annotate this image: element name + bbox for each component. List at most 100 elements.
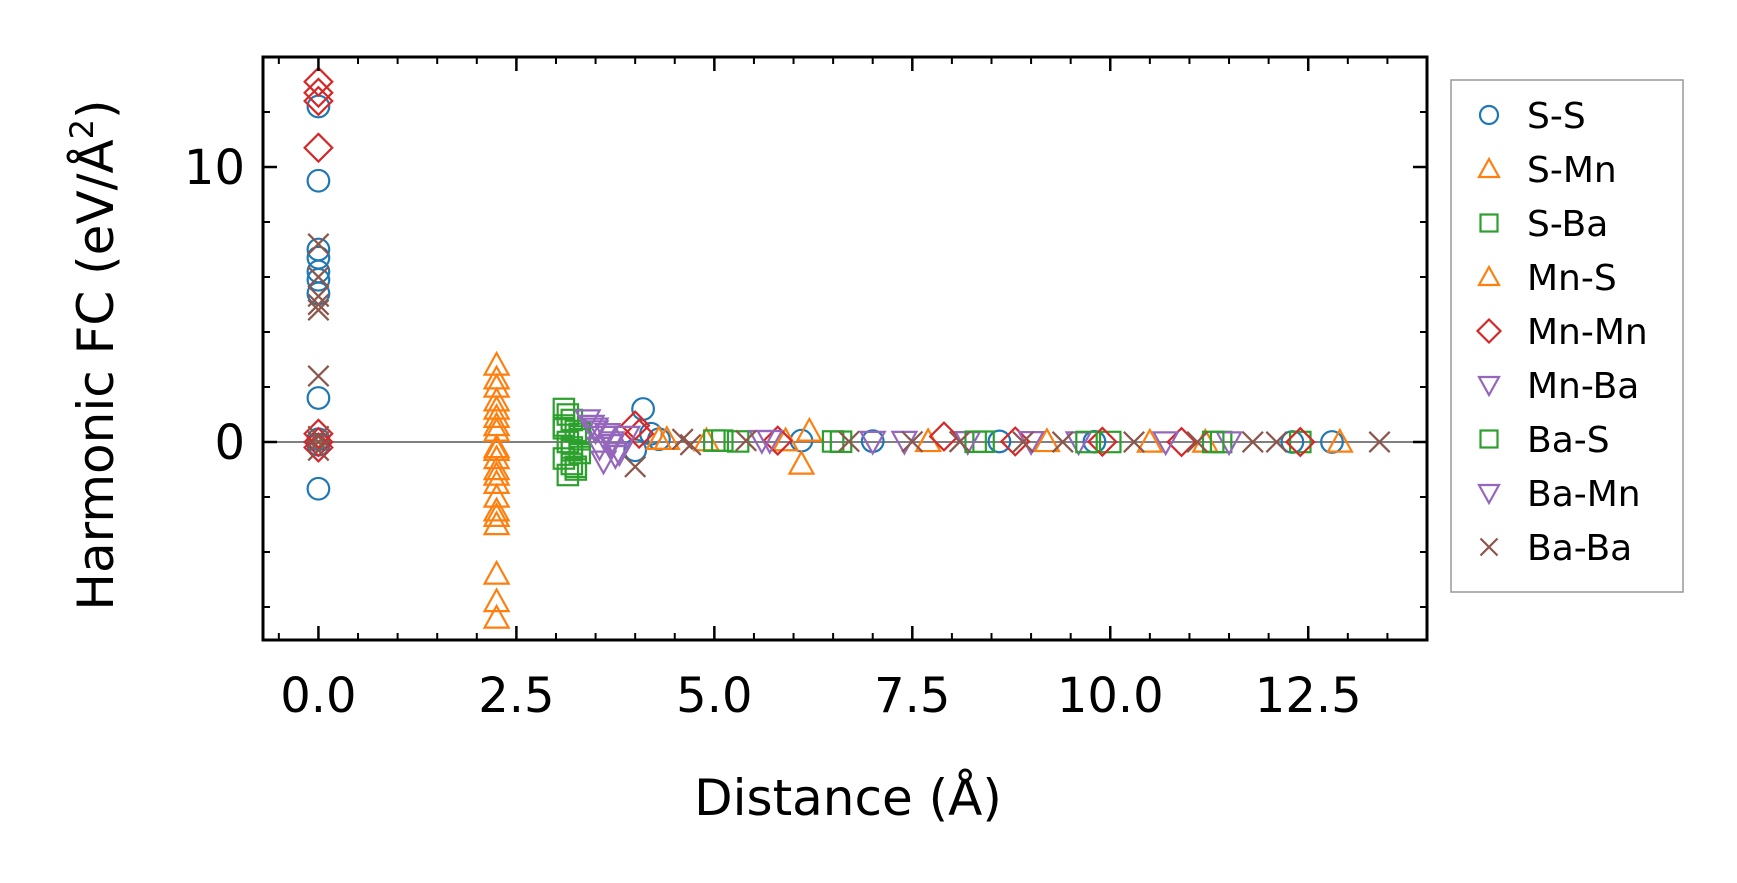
point-ba-ba — [735, 429, 757, 452]
point-s-s — [306, 267, 331, 292]
point-s-mn — [482, 402, 511, 428]
point-s-mn — [482, 482, 511, 508]
point-mn-s — [652, 424, 681, 450]
point-ba-mn — [593, 423, 622, 449]
legend-label-s-ba: S-Ba — [1527, 204, 1608, 245]
point-mn-mn — [619, 410, 651, 441]
point-mn-mn — [623, 418, 655, 450]
legend: S-S S-Mn S-Ba Mn-S Mn-Mn Mn-Ba Ba-S Ba-Mn Ba-Ba — [1450, 79, 1684, 593]
point-mn-mn — [303, 418, 334, 450]
x-tick-label: 0.0 — [280, 668, 356, 724]
legend-label-s-s: S-S — [1527, 96, 1586, 137]
point-s-mn — [482, 435, 511, 461]
point-mn-s — [482, 433, 511, 459]
x-tick-label: 7.5 — [874, 668, 950, 724]
legend-marker-ba-ba — [1479, 537, 1499, 557]
point-ba-s — [710, 429, 734, 452]
point-s-mn — [482, 455, 511, 481]
legend-label-s-mn: S-Mn — [1527, 150, 1617, 191]
point-mn-mn — [1284, 426, 1316, 458]
point-s-s — [306, 386, 331, 410]
point-s-mn — [482, 510, 511, 536]
legend-marker-s-mn — [1477, 156, 1501, 179]
point-mn-s — [482, 460, 511, 486]
point-s-s — [306, 476, 331, 501]
point-s-s — [987, 429, 1012, 454]
legend-label-mn-s: Mn-S — [1527, 258, 1617, 299]
point-s-ba — [1289, 430, 1312, 454]
point-s-ba — [556, 463, 580, 487]
point-ba-ba — [307, 233, 330, 255]
point-ba-s — [568, 427, 592, 451]
point-ba-ba — [948, 430, 971, 453]
axes: 0.0 2.5 5.0 7.5 10.0 12.5 0 10 — [184, 55, 1429, 724]
point-s-mn — [787, 449, 816, 475]
y-axis-label: Harmonic FC (eV/Å2) — [63, 99, 125, 610]
y-tick-label: 10 — [184, 140, 245, 196]
point-ba-ba — [1241, 431, 1264, 453]
legend-marker-mn-s — [1477, 264, 1501, 287]
point-ba-ba — [307, 439, 330, 462]
legend-marker-s-s — [1478, 104, 1500, 126]
point-ba-s — [1201, 430, 1225, 454]
point-ba-ba — [679, 433, 702, 456]
point-mn-mn — [303, 132, 334, 164]
point-s-mn — [482, 603, 511, 629]
point-ba-mn — [1151, 431, 1180, 457]
point-ba-ba — [307, 266, 330, 288]
point-mn-ba — [858, 430, 887, 456]
point-s-ba — [1098, 430, 1122, 454]
point-s-s — [306, 168, 331, 193]
point-mn-s — [482, 501, 511, 527]
point-s-mn — [482, 468, 511, 494]
point-mn-mn — [1166, 426, 1197, 458]
point-s-s — [1320, 430, 1344, 454]
point-s-mn — [482, 496, 511, 522]
x-axis-label: Distance (Å) — [694, 769, 1002, 827]
point-mn-mn — [999, 426, 1031, 457]
point-ba-ba — [307, 431, 330, 453]
legend-marker-ba-mn — [1477, 483, 1501, 506]
point-mn-mn — [303, 432, 334, 463]
point-mn-mn — [303, 66, 334, 98]
legend-label-mn-ba: Mn-Ba — [1527, 366, 1639, 407]
plot-area — [263, 66, 1427, 629]
point-ba-ba — [624, 455, 647, 478]
x-tick-label: 12.5 — [1255, 668, 1362, 724]
point-ba-ba — [307, 299, 330, 321]
point-ba-ba — [1186, 431, 1209, 453]
point-ba-ba — [837, 430, 860, 453]
legend-label-ba-mn: Ba-Mn — [1527, 474, 1641, 515]
point-ba-mn — [601, 445, 630, 471]
point-ba-ba — [901, 430, 924, 453]
x-tick-label: 10.0 — [1057, 668, 1164, 724]
point-mn-mn — [303, 85, 334, 117]
legend-label-mn-mn: Mn-Mn — [1527, 312, 1648, 353]
point-s-mn — [482, 559, 511, 585]
legend-marker-mn-ba — [1477, 375, 1501, 398]
point-ba-mn — [755, 429, 784, 455]
point-ba-ba — [1123, 431, 1145, 453]
legend-box — [1450, 79, 1684, 593]
point-ba-ba — [1368, 431, 1391, 453]
point-ba-s — [564, 455, 588, 479]
legend-label-ba-ba: Ba-Ba — [1527, 528, 1632, 569]
legend-marker-ba-s — [1479, 429, 1499, 449]
point-ba-s — [964, 430, 987, 454]
point-mn-s — [1135, 427, 1164, 453]
point-ba-ba — [307, 293, 330, 316]
legend-marker-s-ba — [1479, 213, 1499, 233]
point-mn-mn — [303, 77, 334, 109]
point-ba-ba — [1265, 431, 1288, 453]
point-s-mn — [795, 416, 824, 442]
point-mn-mn — [1086, 426, 1118, 458]
point-mn-ba — [613, 425, 642, 451]
legend-label-ba-s: Ba-S — [1527, 420, 1610, 461]
legend-marker-mn-mn — [1475, 317, 1503, 345]
x-tick-label: 2.5 — [478, 668, 554, 724]
point-mn-mn — [928, 421, 960, 452]
point-ba-s — [821, 430, 845, 453]
point-s-mn — [482, 416, 511, 442]
point-ba-s — [1075, 430, 1098, 454]
